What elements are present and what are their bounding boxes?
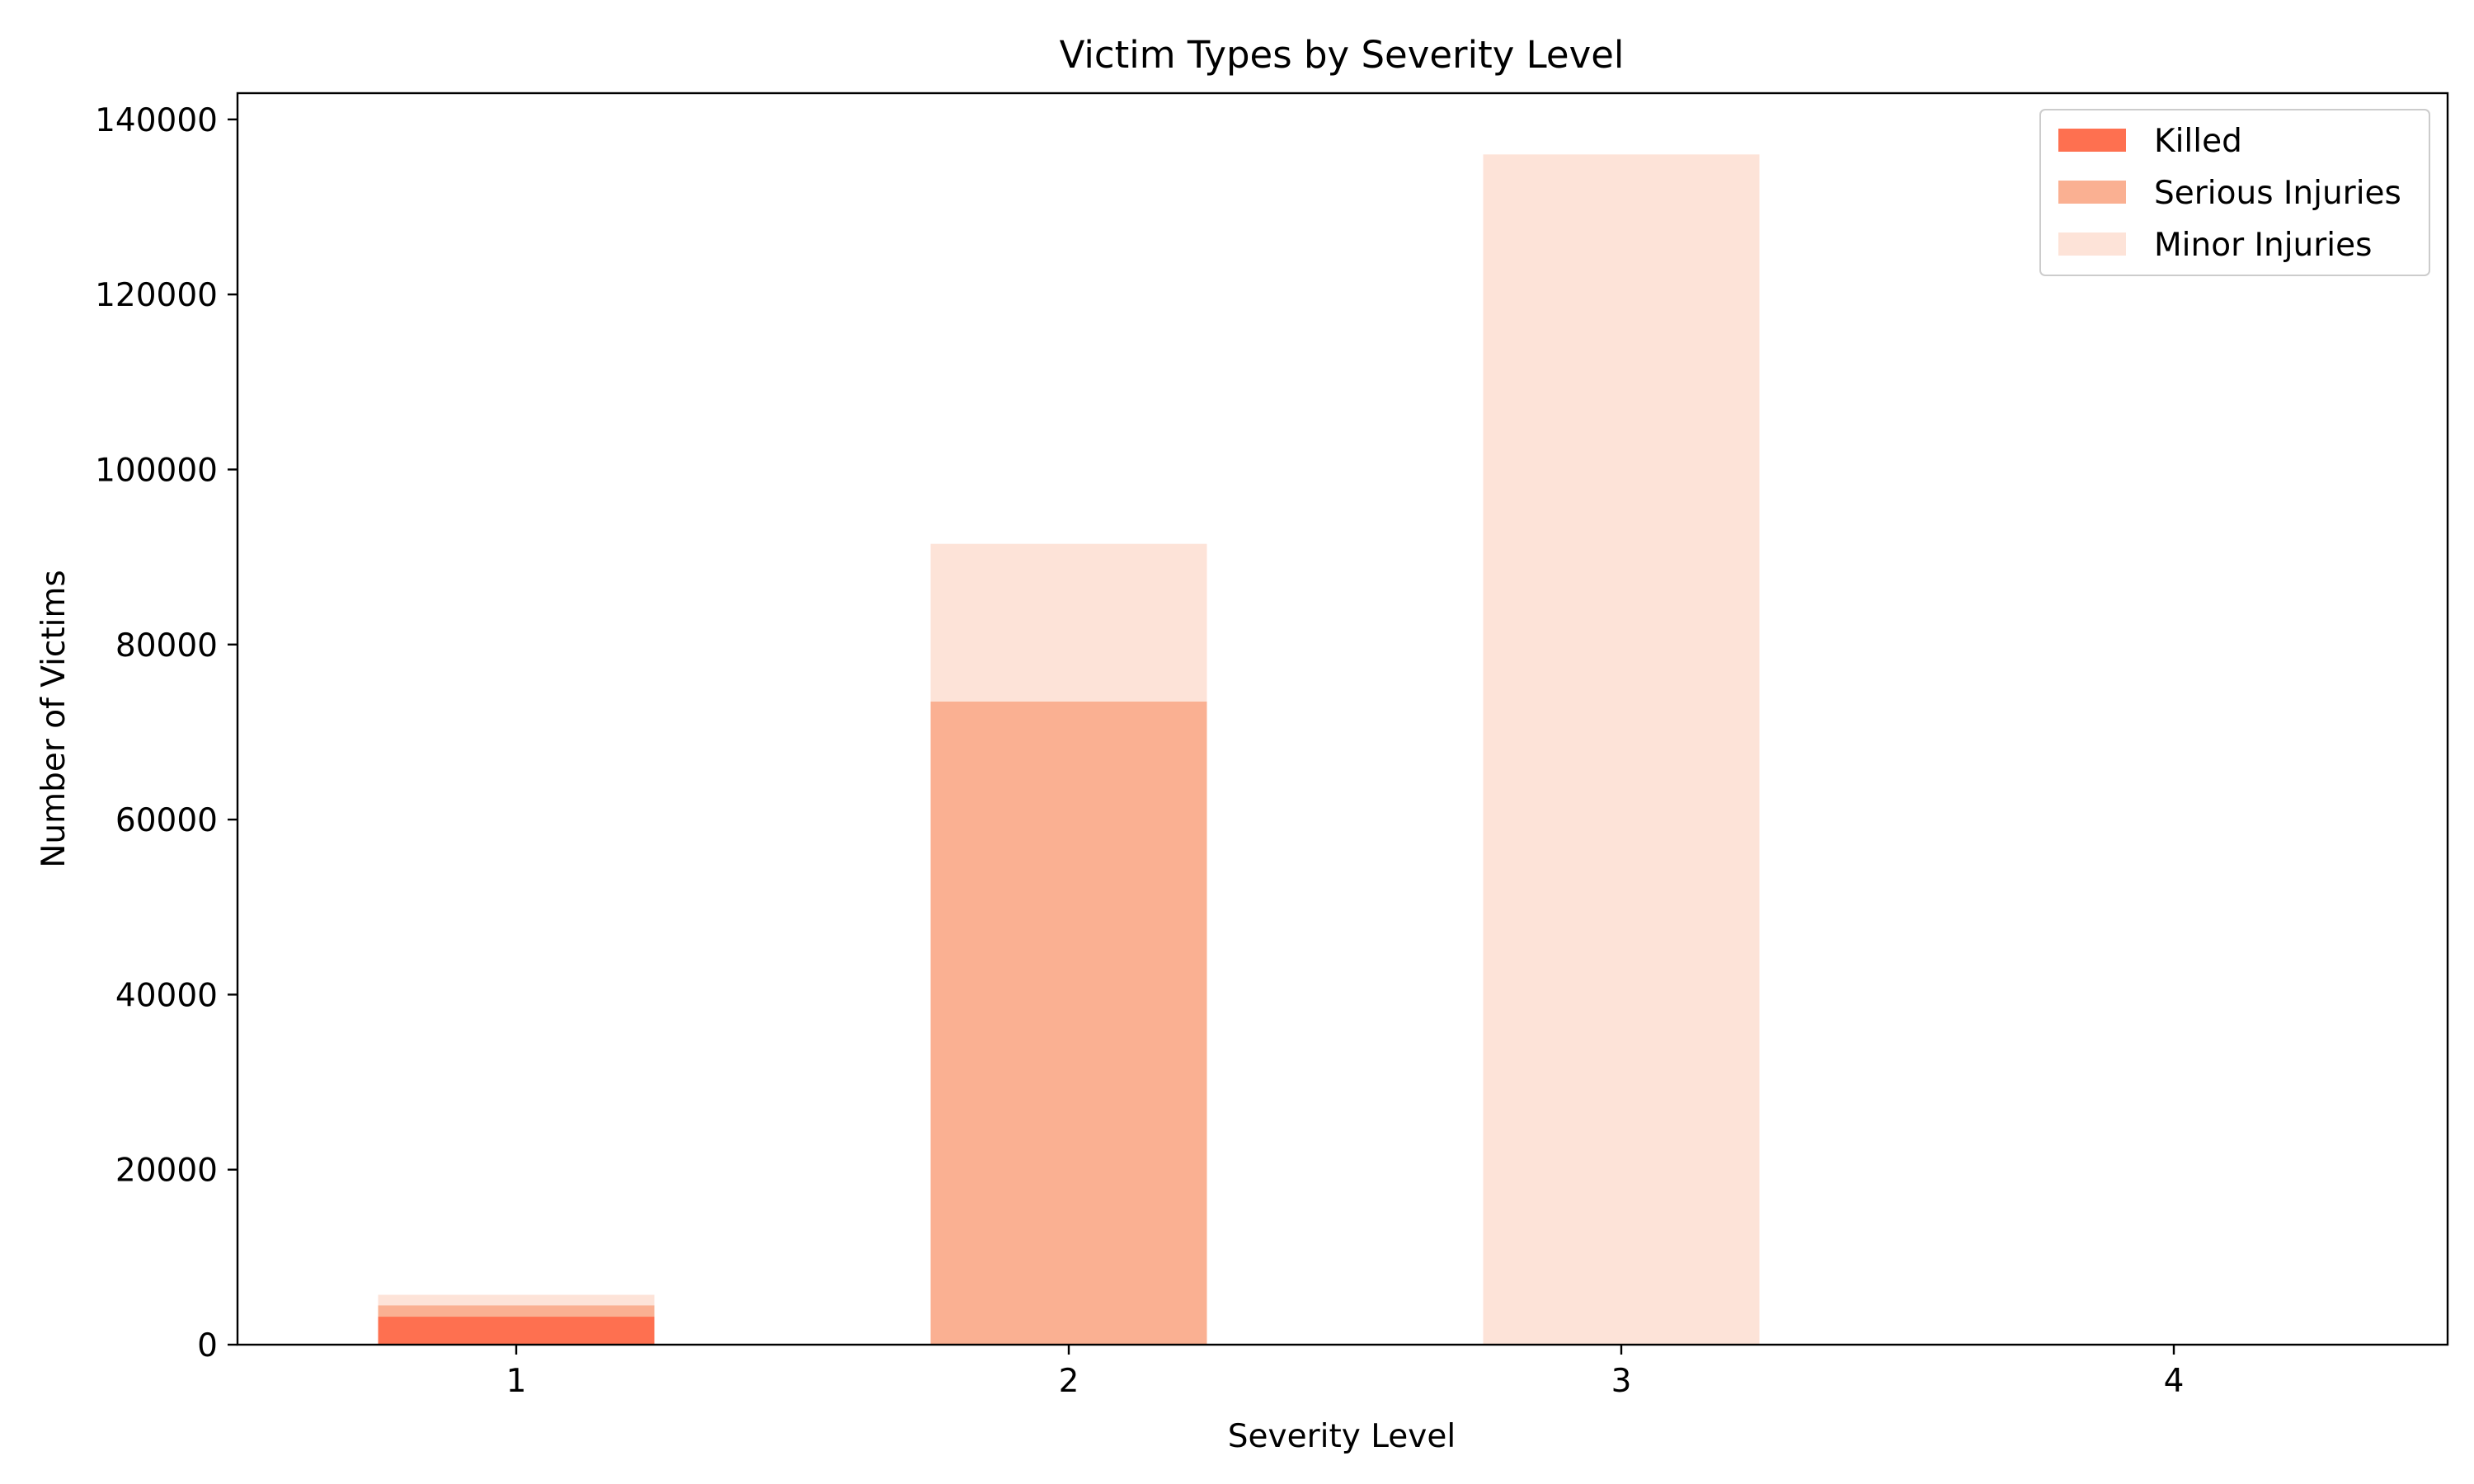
y-tick-label: 20000 (115, 1153, 218, 1190)
bar-3-series-2 (1483, 154, 1760, 1345)
x-axis-label: Severity Level (1228, 1418, 1456, 1455)
legend: Killed Serious Injuries Minor Injuries (2039, 109, 2430, 276)
legend-swatch (2058, 129, 2126, 152)
legend-swatch (2058, 232, 2126, 256)
y-tick-label: 100000 (95, 452, 218, 489)
y-tick-label: 0 (197, 1327, 218, 1364)
y-tick-label: 140000 (95, 102, 218, 139)
x-axis: 1 2 3 4 (506, 1345, 2185, 1400)
bar-1-series-2 (378, 1294, 655, 1306)
x-tick-label: 4 (2164, 1363, 2185, 1400)
legend-label: Killed (2154, 123, 2242, 160)
chart-title: Victim Types by Severity Level (1060, 33, 1625, 77)
y-axis-label: Number of Victims (35, 570, 73, 868)
x-tick-label: 3 (1611, 1363, 1632, 1400)
x-tick-label: 2 (1059, 1363, 1079, 1400)
legend-label: Minor Injuries (2154, 227, 2372, 264)
bar-2-series-2 (930, 543, 1207, 702)
x-tick-label: 1 (506, 1363, 527, 1400)
y-tick-label: 40000 (115, 977, 218, 1014)
y-tick-label: 60000 (115, 802, 218, 839)
bar-1-series-0 (378, 1317, 655, 1345)
axes-frame (236, 92, 2449, 1346)
bar-2-series-1 (930, 701, 1207, 1345)
y-axis: 0 20000 40000 60000 80000 100000 120000 140000 (95, 102, 238, 1364)
y-tick-label: 120000 (95, 277, 218, 314)
y-tick-label: 80000 (115, 627, 218, 665)
legend-swatch (2058, 181, 2126, 204)
legend-frame (2039, 109, 2430, 276)
plot-area (378, 154, 1760, 1345)
legend-label: Serious Injuries (2154, 175, 2401, 212)
bar-1-series-1 (378, 1305, 655, 1317)
